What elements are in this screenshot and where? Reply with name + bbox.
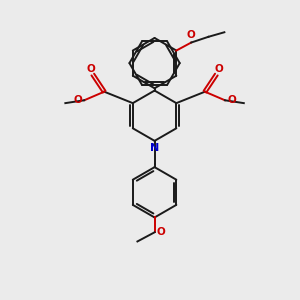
Text: O: O	[227, 95, 236, 105]
Text: O: O	[156, 227, 165, 237]
Text: N: N	[150, 143, 159, 153]
Text: O: O	[214, 64, 223, 74]
Text: O: O	[86, 64, 95, 74]
Text: O: O	[187, 30, 196, 40]
Text: O: O	[73, 95, 82, 105]
